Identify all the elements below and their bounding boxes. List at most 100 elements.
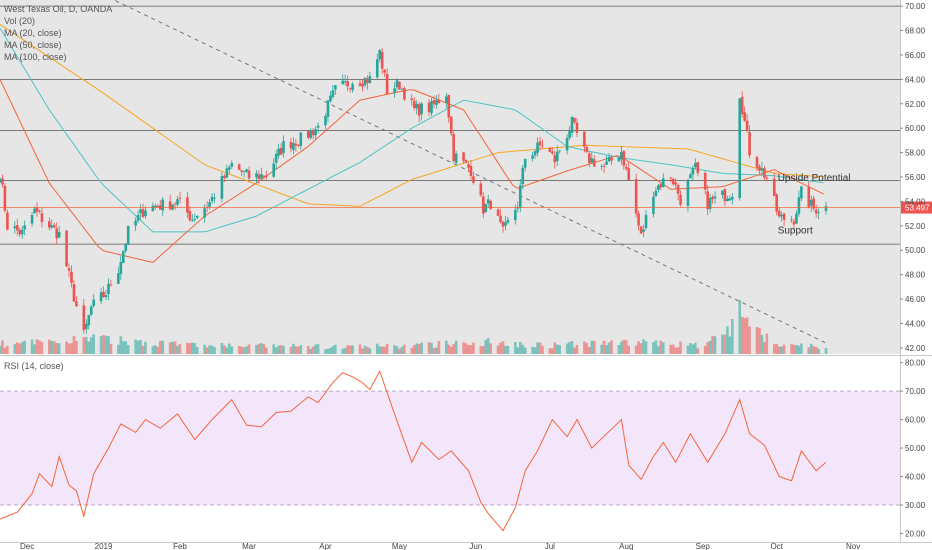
volume-bar	[731, 318, 734, 354]
volume-bar	[311, 346, 315, 354]
candle-body	[262, 175, 266, 177]
volume-bar	[445, 340, 448, 354]
volume-bar	[721, 334, 724, 354]
volume-bar	[121, 341, 125, 354]
volume-bar	[0, 345, 2, 354]
candle-body	[30, 214, 34, 224]
candle-body	[674, 182, 677, 185]
candle-body	[644, 214, 648, 229]
candle-body	[173, 203, 177, 205]
candle-body	[726, 198, 729, 202]
candle-body	[99, 292, 103, 302]
candle-body	[506, 219, 510, 223]
legend-symbol: West Texas Oil, D, OANDA	[4, 4, 113, 14]
volume-bar	[521, 344, 525, 354]
volume-bar	[622, 339, 626, 354]
volume-bar	[309, 348, 312, 354]
candle-body	[20, 229, 24, 235]
candle-body	[89, 306, 93, 315]
volume-bar	[351, 345, 354, 354]
candle-body	[777, 210, 781, 217]
volume-bar	[203, 344, 206, 354]
candle-body	[210, 196, 214, 202]
candle-body	[437, 99, 441, 104]
volume-bar	[257, 343, 261, 354]
candle-body	[161, 199, 165, 211]
volume-bar	[154, 345, 157, 354]
volume-bar	[634, 345, 638, 354]
candle-body	[605, 161, 608, 165]
candle-body	[445, 96, 448, 103]
volume-bar	[220, 343, 224, 354]
candle-body	[533, 151, 537, 156]
volume-bar	[479, 346, 483, 354]
candle-body	[555, 151, 559, 161]
candle-body	[65, 230, 68, 267]
candle-body	[790, 219, 793, 221]
candle-body	[481, 196, 485, 214]
candle-body	[809, 199, 813, 206]
volume-bar	[326, 348, 330, 354]
volume-bar	[627, 345, 631, 354]
volume-bar	[99, 336, 103, 354]
volume-bar	[158, 340, 162, 354]
candle-body	[139, 209, 142, 214]
candle-body	[385, 73, 389, 94]
volume-bar	[797, 345, 801, 354]
candle-body	[334, 85, 337, 90]
candle-body	[23, 225, 26, 230]
candle-body	[417, 104, 421, 116]
candle-body	[772, 178, 776, 196]
rsi-line	[0, 369, 827, 532]
candle-body	[188, 210, 192, 221]
volume-bar	[156, 346, 160, 354]
volume-bar	[237, 346, 241, 354]
candle-body	[329, 95, 332, 102]
volume-bar	[430, 342, 433, 354]
candle-body	[661, 178, 665, 187]
volume-bar	[792, 344, 796, 354]
volume-bar	[644, 341, 648, 354]
volume-bar	[136, 340, 140, 354]
candle-body	[0, 178, 2, 183]
volume-bar	[107, 336, 110, 354]
candle-body	[375, 59, 379, 78]
candle-body	[430, 101, 433, 114]
volume-bar	[70, 343, 73, 354]
volume-bar	[395, 346, 399, 354]
volume-bar	[186, 342, 189, 354]
volume-bar	[481, 345, 485, 354]
volume-bar	[75, 340, 78, 354]
candle-body	[82, 305, 86, 331]
candle-body	[694, 162, 697, 168]
volume-bar	[642, 339, 645, 354]
time-tick-label: Aug	[619, 542, 633, 550]
candle-body	[395, 80, 399, 88]
volume-bar	[462, 342, 465, 354]
legend-rsi: RSI (14, close)	[4, 361, 64, 371]
price-tick-label: 44.00	[905, 319, 926, 328]
volume-bar	[210, 345, 214, 354]
volume-bar	[262, 344, 266, 354]
candle-body	[176, 199, 179, 205]
candle-body	[610, 157, 613, 161]
candle-body	[686, 180, 690, 206]
chart-annotation: Support	[778, 225, 813, 236]
volume-bar	[437, 340, 441, 354]
candle-body	[738, 98, 742, 198]
price-tick-label: 56.00	[905, 173, 926, 182]
rsi-tick-label: 40.00	[905, 473, 926, 482]
volume-bar	[67, 343, 71, 354]
candle-body	[592, 159, 596, 167]
price-tick-label: 42.00	[905, 344, 926, 353]
volume-bar	[708, 340, 712, 354]
volume-bar	[795, 345, 798, 354]
volume-bar	[23, 340, 26, 354]
candle-body	[602, 165, 606, 167]
volume-bar	[398, 348, 401, 354]
volume-bar	[341, 348, 345, 354]
candle-body	[454, 153, 458, 163]
volume-bar	[292, 343, 295, 354]
volume-bar	[50, 340, 54, 354]
candle-body	[775, 194, 779, 212]
